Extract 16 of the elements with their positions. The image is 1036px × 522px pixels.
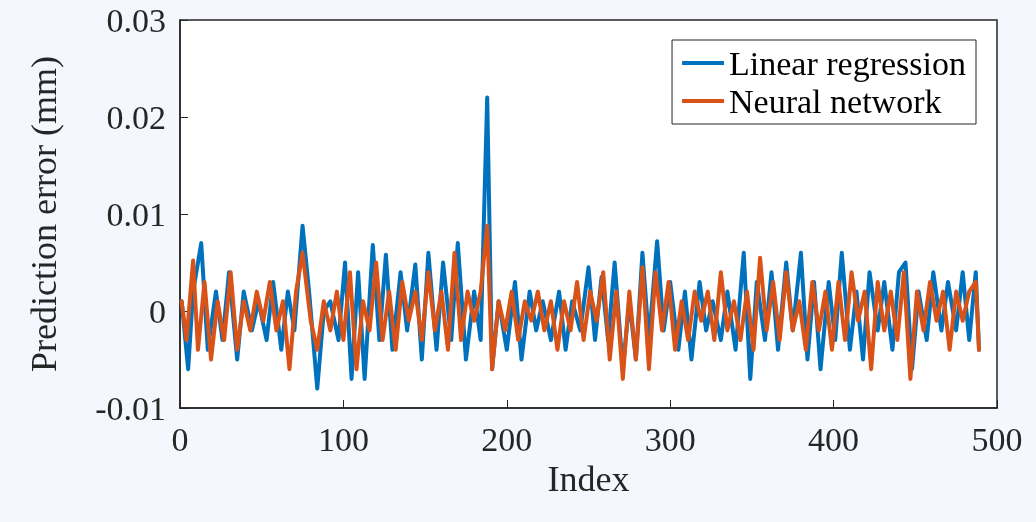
x-axis-title: Index (547, 458, 630, 499)
x-tick-label: 100 (317, 420, 369, 458)
x-tick-label: 300 (644, 420, 696, 458)
x-tick-label: 500 (971, 420, 1023, 458)
line-series (179, 223, 982, 381)
x-tick-label: 200 (481, 420, 533, 458)
x-tick-label: 400 (808, 420, 860, 458)
y-axis-title: Prediction error (mm) (24, 56, 64, 372)
x-tick-label: 0 (171, 420, 189, 458)
y-tick-label: -0.01 (95, 389, 166, 427)
y-tick-label: 0.02 (106, 98, 166, 136)
legend-label: Neural network (729, 82, 942, 120)
y-tick-label: 0 (149, 292, 166, 330)
y-tick-label: 0.01 (106, 195, 166, 233)
legend-label: Linear regression (729, 44, 967, 82)
y-tick-label: 0.03 (106, 1, 166, 39)
